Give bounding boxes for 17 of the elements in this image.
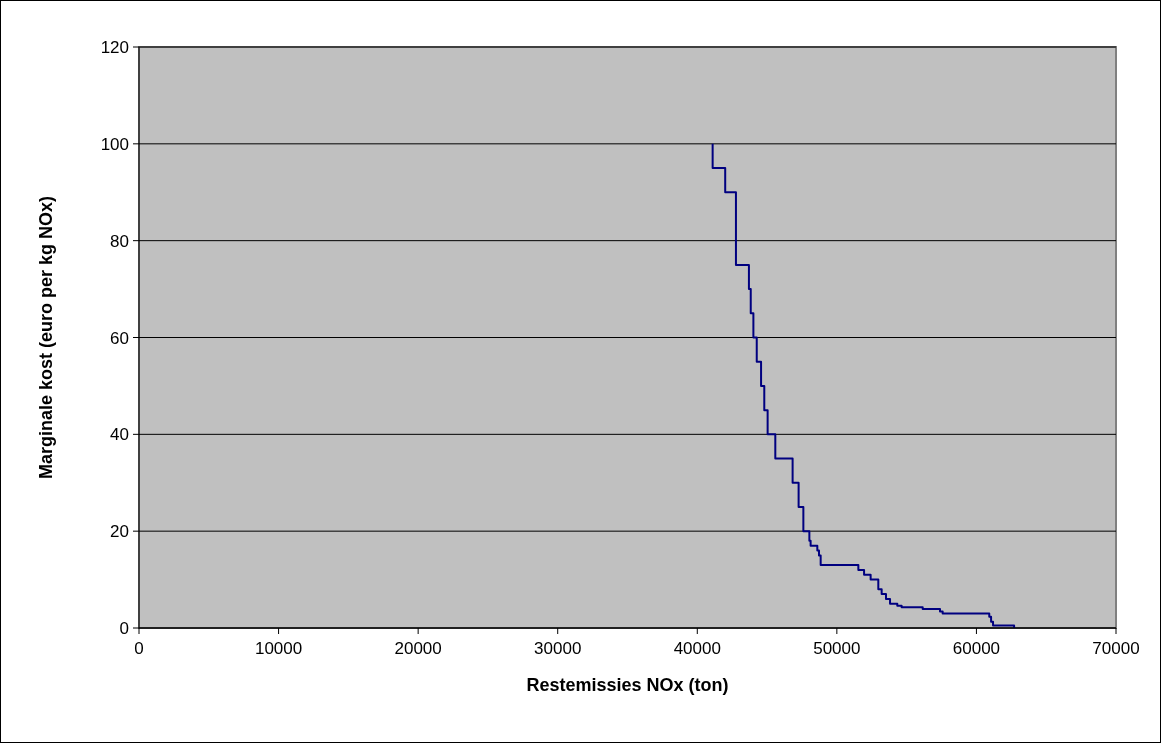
x-tick-label: 20000 [394, 639, 442, 658]
y-tick-label: 100 [100, 134, 129, 154]
x-tick-label: 50000 [813, 639, 861, 658]
x-tick-label: 0 [134, 639, 144, 658]
x-tick-label: 70000 [1092, 639, 1140, 658]
y-tick-label: 40 [110, 425, 129, 445]
x-axis-title: Restemissies NOx (ton) [526, 675, 729, 695]
x-tick-label: 40000 [673, 639, 721, 658]
y-tick-label: 20 [110, 522, 129, 542]
y-axis-title: Marginale kost (euro per kg NOx) [36, 195, 56, 480]
x-tick-label: 60000 [952, 639, 1001, 658]
y-tick-label: 60 [110, 328, 129, 348]
x-tick-label: 10000 [254, 639, 303, 658]
x-tick-label: 30000 [534, 639, 582, 658]
y-tick-label: 0 [119, 619, 129, 638]
y-tick-label: 80 [110, 231, 129, 251]
y-tick-label: 120 [100, 38, 129, 57]
